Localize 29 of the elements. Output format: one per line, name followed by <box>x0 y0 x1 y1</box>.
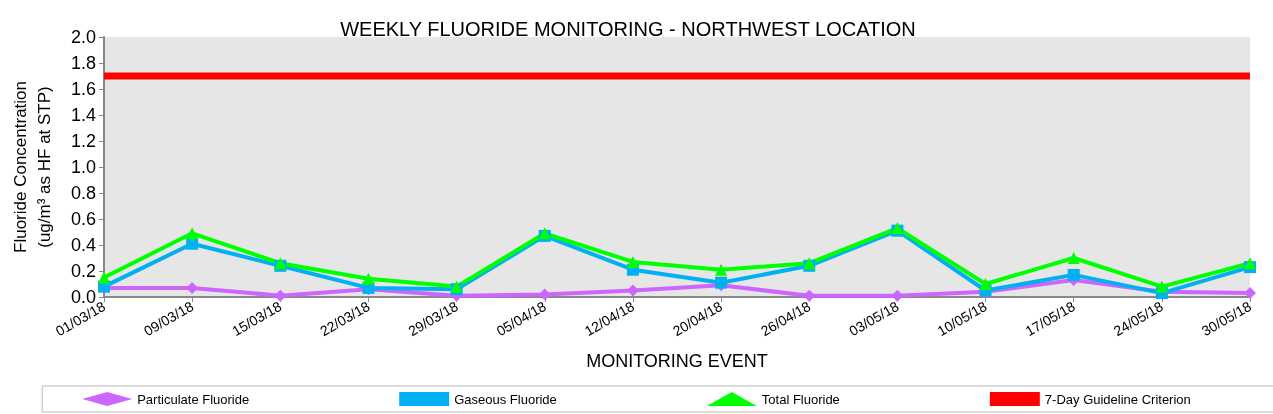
legend-label: Gaseous Fluoride <box>454 391 557 407</box>
point <box>1067 252 1080 264</box>
chart-title: WEEKLY FLUORIDE MONITORING - NORTHWEST LOCATION <box>340 18 916 40</box>
legend-label: 7-Day Guideline Criterion <box>1044 391 1191 407</box>
y-tick-label: 0.0 <box>70 287 96 307</box>
y-axis-title: Fluoride Concentration (ug/m³ as HF at STP) <box>10 81 54 253</box>
point <box>186 227 199 240</box>
x-axis-title: MONITORING EVENT <box>586 351 768 371</box>
y-tick-label: 0.4 <box>70 235 96 255</box>
y-tick-label: 1.0 <box>70 157 96 177</box>
y-tick-label: 1.4 <box>70 105 96 125</box>
y-tick-label: 0.2 <box>70 261 96 281</box>
y-tick-label: 1.2 <box>70 131 96 151</box>
point <box>186 237 199 250</box>
point <box>1244 257 1256 270</box>
y-tick-label: 0.8 <box>70 183 96 203</box>
point <box>626 255 639 268</box>
point <box>98 271 110 284</box>
y-tick-label: 1.6 <box>70 79 96 99</box>
point <box>1067 268 1080 281</box>
legend-label: Particulate Fluoride <box>137 391 250 407</box>
point <box>715 263 728 276</box>
point <box>979 278 992 290</box>
legend-label: Total Fluoride <box>761 391 840 407</box>
y-tick-label: 2.0 <box>70 27 96 47</box>
point <box>362 272 375 285</box>
point <box>1155 280 1168 293</box>
y-tick-label: 0.6 <box>70 209 96 229</box>
y-tick-label: 1.8 <box>70 53 96 73</box>
